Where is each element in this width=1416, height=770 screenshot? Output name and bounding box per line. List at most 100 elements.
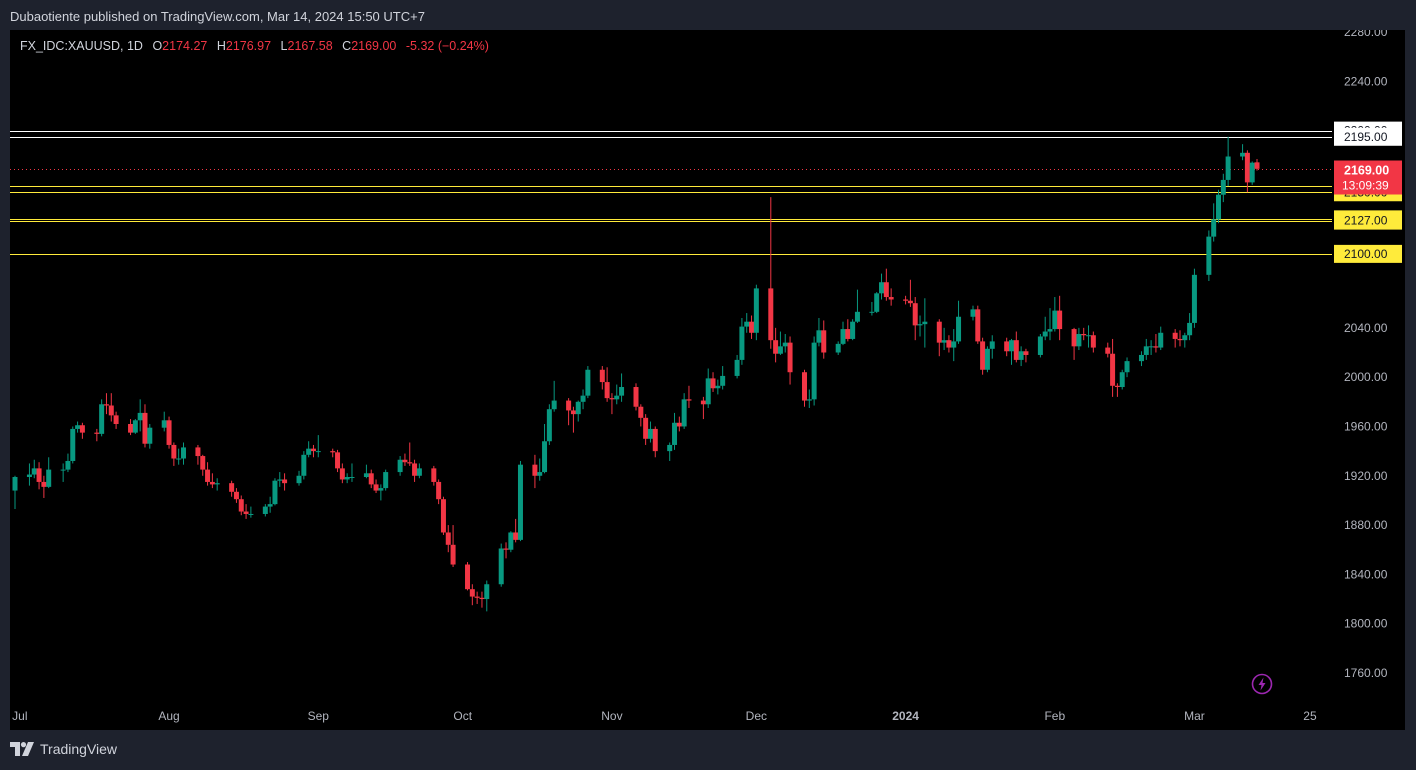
candle-body [1057, 310, 1063, 330]
countdown-label: 13:09:39 [1342, 179, 1389, 193]
candle-body [1110, 353, 1116, 386]
candle-body [484, 584, 490, 600]
time-tick-label: 25 [1303, 709, 1317, 723]
candle-body [445, 532, 451, 545]
candle-body [31, 468, 37, 475]
footer-brand[interactable]: TradingView [10, 741, 117, 757]
candle-body [161, 420, 167, 428]
candle-body [1148, 346, 1154, 348]
candle-body [238, 499, 244, 512]
candle-body [171, 444, 177, 459]
footer-brand-label: TradingView [40, 741, 118, 757]
candle-body [436, 481, 442, 500]
candle-body [580, 395, 586, 402]
chart-area[interactable]: 2280.00 2240.00 2040.00 2000.00 1960.00 1920.… [10, 30, 1405, 730]
candle-body [113, 415, 119, 424]
candle-body [508, 532, 514, 550]
candle-body [744, 321, 750, 327]
candle-body [854, 311, 860, 322]
candle-body [330, 451, 336, 453]
candle-body [542, 441, 548, 473]
candle-body [633, 387, 639, 407]
time-tick-label: Mar [1184, 709, 1205, 723]
candle-body [70, 428, 76, 461]
candle-body [363, 473, 369, 478]
candle-body [1081, 334, 1087, 336]
candle-body [339, 468, 345, 480]
candle-body [180, 447, 186, 459]
candle-body [267, 504, 273, 507]
legend-low-label: L [280, 39, 288, 53]
candle-body [888, 297, 894, 300]
candle-body [310, 448, 316, 452]
candle-body [782, 342, 788, 347]
candle-body [26, 474, 32, 478]
legend-high-label: H [216, 39, 226, 53]
candle-body [734, 359, 740, 376]
candle-body [195, 447, 201, 457]
lightning-icon[interactable] [1251, 673, 1273, 695]
candle-body [233, 491, 239, 500]
tradingview-logo-icon [10, 742, 34, 756]
candle-body [585, 369, 591, 396]
level-price-badge [1334, 244, 1402, 263]
candle-body [1042, 331, 1048, 337]
candle-body [614, 395, 620, 400]
candle-body [479, 597, 485, 600]
candle-body [922, 321, 928, 325]
candle-body [970, 309, 976, 317]
price-chart[interactable]: 2280.00 2240.00 2040.00 2000.00 1960.00 1920.… [10, 30, 1405, 730]
price-tick-label: 2280.00 [1344, 30, 1388, 39]
candle-body [975, 309, 981, 342]
candle-body [575, 401, 581, 415]
candle-body [619, 387, 625, 396]
level-price-label: 2127.00 [1344, 214, 1388, 228]
candle-body [1177, 338, 1183, 341]
legend-open-label: O [152, 39, 163, 53]
candle-body [469, 589, 475, 597]
candle-body [296, 475, 302, 484]
candle-body [912, 303, 918, 326]
price-tick-label: 2040.00 [1344, 321, 1388, 335]
candle-body [349, 477, 355, 479]
candle-body [99, 404, 105, 434]
candle-body [465, 564, 471, 590]
candle-body [1119, 372, 1125, 388]
candle-body [801, 372, 807, 401]
legend-open: 2174.27 [162, 39, 208, 53]
candle-body [36, 468, 42, 482]
candle-body [1105, 347, 1111, 354]
time-tick-label: Jul [12, 709, 27, 723]
candle-body [946, 340, 952, 348]
candle-body [984, 348, 990, 370]
candle-body [1211, 219, 1217, 237]
candle-body [941, 340, 947, 343]
candle-body [1090, 335, 1096, 348]
candle-body [715, 385, 721, 389]
candle-body [1013, 340, 1019, 360]
candle-body [647, 428, 653, 439]
last-price-label: 2169.00 [1344, 164, 1389, 178]
candle-body [700, 400, 706, 405]
level-price-badge [1334, 127, 1402, 146]
candle-body [787, 342, 793, 373]
price-tick-label: 1800.00 [1344, 617, 1388, 631]
candle-body [705, 378, 711, 405]
candle-body [277, 479, 283, 481]
legend-close: 2169.00 [351, 39, 397, 53]
candle-body [94, 432, 100, 434]
price-tick-label: 1760.00 [1344, 666, 1388, 680]
candle-body [306, 448, 312, 455]
candle-body [874, 293, 880, 312]
candle-body [768, 288, 774, 341]
candle-body [883, 282, 889, 298]
candle-body [753, 288, 759, 333]
candle-body [248, 513, 254, 515]
candle-body [1187, 322, 1193, 336]
candle-body [1071, 329, 1077, 347]
candle-body [103, 404, 109, 406]
candle-body [431, 468, 437, 482]
candle-body [1114, 385, 1120, 388]
candle-body [60, 469, 66, 471]
legend-symbol: FX_IDC:XAUUSD, 1D [20, 39, 143, 53]
